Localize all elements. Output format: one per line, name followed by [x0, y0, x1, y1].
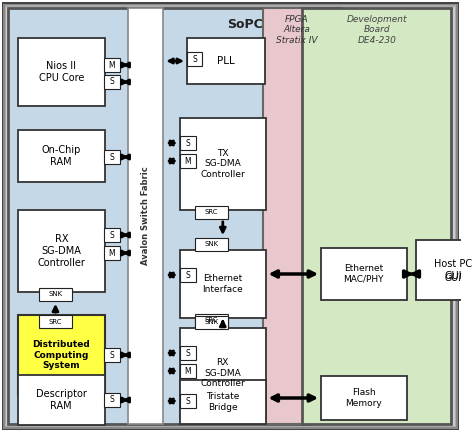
Bar	[194, 316, 228, 329]
Text: S: S	[109, 396, 114, 404]
Text: SNK: SNK	[48, 292, 63, 298]
Bar	[8, 8, 310, 424]
Text: S: S	[109, 152, 114, 162]
Text: M: M	[109, 60, 115, 70]
Text: M: M	[109, 248, 115, 257]
Bar	[104, 58, 119, 72]
Text: S: S	[109, 231, 114, 239]
Bar	[104, 75, 119, 89]
Bar	[321, 376, 407, 420]
Text: TX
SG-DMA
Controller: TX SG-DMA Controller	[201, 149, 245, 179]
Bar	[104, 228, 119, 242]
Text: S: S	[185, 139, 190, 147]
Bar	[18, 130, 105, 182]
Bar	[301, 8, 451, 424]
Text: S: S	[109, 350, 114, 359]
Text: S: S	[185, 397, 190, 406]
Text: SRC: SRC	[204, 318, 218, 324]
Bar	[128, 8, 164, 424]
Text: M: M	[184, 156, 191, 165]
Bar	[104, 150, 119, 164]
Text: RX
SG-DMA
Controller: RX SG-DMA Controller	[37, 235, 85, 267]
Text: S: S	[109, 77, 114, 86]
Bar	[194, 206, 228, 219]
Bar	[18, 315, 105, 395]
Text: Distributed
Computing
System: Distributed Computing System	[32, 340, 90, 370]
Bar	[18, 375, 105, 425]
Text: Flash
Memory: Flash Memory	[346, 388, 382, 408]
Bar	[263, 8, 340, 424]
Text: RX
SG-DMA
Controller: RX SG-DMA Controller	[201, 358, 245, 388]
Text: SRC: SRC	[204, 210, 218, 216]
Text: Avalon Switch Fabric: Avalon Switch Fabric	[141, 167, 150, 265]
Bar	[180, 328, 265, 418]
Text: S: S	[185, 270, 190, 280]
Bar	[18, 210, 105, 292]
Text: PLL: PLL	[217, 56, 235, 66]
Bar	[180, 364, 196, 378]
Bar	[104, 393, 119, 407]
Bar	[180, 268, 196, 282]
Bar	[187, 52, 202, 66]
Text: S: S	[192, 54, 197, 64]
Bar	[194, 314, 228, 327]
Bar	[180, 154, 196, 168]
Bar	[180, 118, 265, 210]
Bar	[187, 38, 264, 84]
Bar	[180, 346, 196, 360]
Text: On-Chip
RAM: On-Chip RAM	[42, 145, 81, 167]
Bar	[104, 348, 119, 362]
Bar	[104, 246, 119, 260]
Bar	[180, 380, 265, 424]
Text: Ethernet
MAC/PHY: Ethernet MAC/PHY	[344, 264, 384, 284]
Bar	[416, 240, 474, 300]
Text: Tristate
Bridge: Tristate Bridge	[206, 392, 239, 412]
Text: Descriptor
RAM: Descriptor RAM	[36, 389, 87, 411]
Text: GUI: GUI	[445, 273, 462, 283]
Bar	[180, 136, 196, 150]
Text: Development
Board
DE4-230: Development Board DE4-230	[347, 15, 408, 45]
Text: FPGA
Altera
Stratix IV: FPGA Altera Stratix IV	[276, 15, 318, 45]
Text: Nios II
CPU Core: Nios II CPU Core	[38, 61, 84, 83]
Bar	[180, 394, 196, 408]
Text: SNK: SNK	[204, 241, 218, 248]
Text: Host PC
GUI: Host PC GUI	[434, 259, 473, 281]
Bar	[321, 248, 407, 300]
Text: SoPC: SoPC	[227, 18, 263, 31]
Text: M: M	[184, 366, 191, 375]
Text: SNK: SNK	[204, 320, 218, 325]
Bar	[18, 38, 105, 106]
Text: SRC: SRC	[49, 318, 62, 324]
Bar	[180, 250, 265, 318]
Bar	[194, 238, 228, 251]
Bar	[39, 288, 72, 301]
Text: S: S	[185, 349, 190, 358]
Bar	[39, 315, 72, 328]
Text: Ethernet
Interface: Ethernet Interface	[202, 274, 243, 294]
